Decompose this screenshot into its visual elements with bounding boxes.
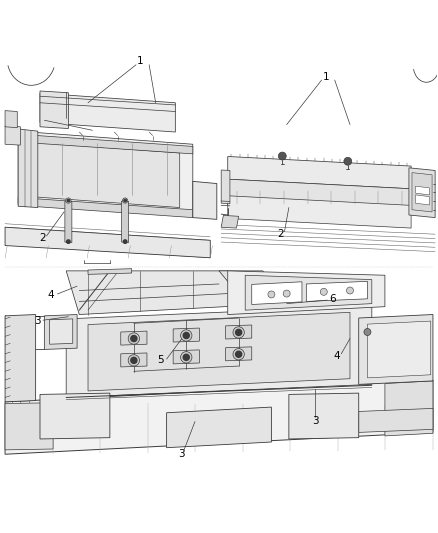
- Polygon shape: [166, 407, 272, 448]
- Polygon shape: [88, 269, 132, 274]
- Polygon shape: [31, 142, 180, 207]
- Polygon shape: [221, 170, 230, 204]
- Circle shape: [233, 327, 244, 338]
- Circle shape: [268, 291, 275, 298]
- Polygon shape: [44, 314, 77, 350]
- Polygon shape: [226, 347, 252, 361]
- Text: 1: 1: [137, 56, 144, 66]
- Circle shape: [67, 240, 70, 244]
- Text: 3: 3: [179, 449, 185, 459]
- Circle shape: [123, 198, 128, 203]
- Polygon shape: [121, 353, 147, 367]
- Circle shape: [236, 329, 242, 335]
- Text: 2: 2: [277, 229, 283, 239]
- Polygon shape: [416, 195, 429, 205]
- Polygon shape: [5, 403, 53, 450]
- Polygon shape: [18, 129, 38, 207]
- Polygon shape: [385, 381, 433, 436]
- Polygon shape: [49, 319, 73, 344]
- Polygon shape: [219, 271, 285, 297]
- Circle shape: [67, 199, 70, 202]
- Text: 3: 3: [35, 316, 41, 326]
- Polygon shape: [40, 91, 68, 128]
- Circle shape: [66, 198, 71, 203]
- Polygon shape: [289, 393, 359, 439]
- Text: 6: 6: [329, 294, 336, 304]
- Polygon shape: [221, 215, 239, 228]
- Polygon shape: [306, 281, 367, 302]
- Circle shape: [128, 333, 140, 344]
- Circle shape: [320, 288, 327, 295]
- Polygon shape: [226, 325, 252, 339]
- Polygon shape: [228, 196, 411, 228]
- Polygon shape: [66, 306, 372, 398]
- Circle shape: [279, 152, 286, 160]
- Circle shape: [128, 354, 140, 366]
- Polygon shape: [409, 168, 435, 217]
- Text: 1: 1: [323, 71, 329, 82]
- Circle shape: [283, 290, 290, 297]
- Polygon shape: [5, 111, 17, 128]
- Circle shape: [180, 352, 192, 363]
- Polygon shape: [412, 173, 432, 212]
- Circle shape: [183, 354, 189, 360]
- Polygon shape: [5, 126, 20, 145]
- Polygon shape: [88, 312, 350, 391]
- Polygon shape: [40, 93, 175, 132]
- Circle shape: [124, 199, 127, 202]
- Polygon shape: [252, 282, 302, 304]
- Circle shape: [344, 157, 352, 165]
- Text: 4: 4: [48, 290, 54, 300]
- Text: 5: 5: [157, 356, 163, 365]
- Polygon shape: [66, 271, 241, 314]
- Text: 3: 3: [312, 416, 318, 426]
- Circle shape: [236, 351, 242, 357]
- Text: 2: 2: [39, 233, 46, 243]
- Circle shape: [364, 328, 371, 335]
- Polygon shape: [18, 131, 193, 216]
- Circle shape: [131, 357, 137, 364]
- Polygon shape: [5, 314, 35, 402]
- Polygon shape: [228, 271, 385, 314]
- Text: 4: 4: [334, 351, 340, 361]
- Polygon shape: [122, 201, 129, 243]
- Circle shape: [183, 333, 189, 338]
- Polygon shape: [193, 181, 217, 220]
- Polygon shape: [173, 350, 199, 364]
- Circle shape: [233, 349, 244, 360]
- Circle shape: [124, 240, 127, 244]
- Polygon shape: [359, 408, 433, 432]
- Polygon shape: [245, 275, 372, 310]
- Polygon shape: [367, 321, 431, 378]
- Polygon shape: [18, 134, 193, 154]
- Polygon shape: [228, 157, 411, 189]
- Polygon shape: [173, 328, 199, 342]
- Polygon shape: [65, 201, 72, 243]
- Polygon shape: [228, 179, 411, 215]
- Polygon shape: [5, 227, 210, 258]
- Circle shape: [131, 335, 137, 342]
- Polygon shape: [40, 393, 110, 439]
- Polygon shape: [416, 186, 429, 195]
- Polygon shape: [18, 198, 193, 217]
- Circle shape: [346, 287, 353, 294]
- Circle shape: [180, 330, 192, 341]
- Polygon shape: [121, 331, 147, 345]
- Polygon shape: [5, 380, 433, 454]
- Polygon shape: [359, 314, 433, 384]
